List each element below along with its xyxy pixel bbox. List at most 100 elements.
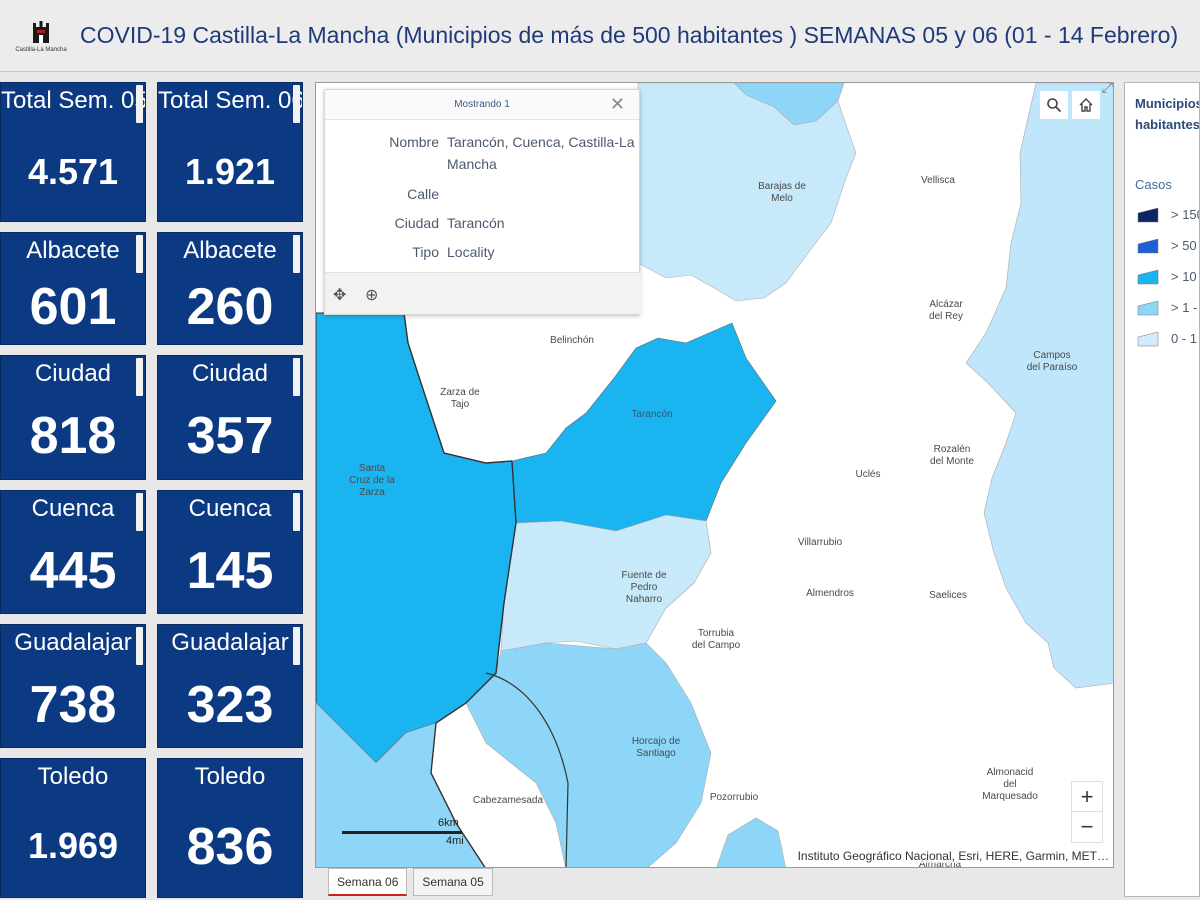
popup-header: Mostrando 1 ✕ [325,90,639,120]
home-icon[interactable] [1072,91,1100,119]
indicator-toledo-05[interactable]: Toledo 1.969 [0,758,146,898]
place-label: Torrubia del Campo [691,628,741,651]
indicator-label: Cuenca [31,495,115,522]
municipality-horcajo-de-santiago[interactable] [465,642,712,868]
legend-item: > 1 - 10 [1137,298,1199,320]
indicator-albacete-05[interactable]: Albacete 601 [0,232,146,345]
indicator-label: Albacete [26,237,120,264]
indicator-label: Ciudad [191,360,269,387]
place-label: Vellisca [921,175,955,186]
zoom-in-button[interactable]: + [1072,782,1102,812]
popup-key: Nombre [389,134,439,150]
legend-subtitle: Casos [1135,177,1172,192]
popup-key: Calle [407,186,439,202]
indicator-value: 738 [29,676,117,734]
indicator-value: 260 [186,278,274,336]
municipality-south[interactable] [716,817,786,868]
scale-mi: 4mi [446,835,464,847]
indicator-label: Guadalajar [14,629,132,656]
indicator-value: 445 [29,542,117,600]
legend-panel: Municipios de más de 500 habitantes. Cas… [1124,82,1200,897]
indicator-ciudad-05[interactable]: Ciudad 818 [0,355,146,480]
legend-swatch [1137,331,1159,347]
place-label: Tarancón [631,409,673,420]
tab-semana-05[interactable]: Semana 05 [413,868,493,896]
feature-popup[interactable]: Mostrando 1 ✕ Nombre Tarancón, Cuenca, C… [324,89,641,315]
tab-semana-06[interactable]: Semana 06 [328,868,408,896]
indicator-cuenca-05[interactable]: Cuenca 445 [0,490,146,614]
place-label: Cabezamesada [472,795,544,806]
indicator-scrollbar[interactable] [136,358,143,396]
legend-item: > 10 [1137,267,1199,289]
indicator-value: 357 [186,407,274,465]
municipality-polygons [316,83,1114,868]
expand-icon[interactable]: ⤢ [1101,82,1113,95]
indicator-scrollbar[interactable] [136,493,143,531]
close-icon[interactable]: ✕ [609,94,625,114]
indicator-scrollbar[interactable] [136,627,143,665]
indicator-albacete-06[interactable]: Albacete 260 [157,232,303,345]
indicator-total-sem-05[interactable]: Total Sem. 05 4.571 [0,82,146,222]
indicator-label: Albacete [183,237,277,264]
popup-count: Mostrando 1 [454,99,510,110]
place-label: Almarcha [918,859,962,868]
app-header: Castilla-La Mancha COVID-19 Castilla-La … [0,0,1200,72]
indicator-scrollbar[interactable] [293,358,300,396]
indicator-value: 323 [186,676,274,734]
indicator-scrollbar[interactable] [293,493,300,531]
indicator-panel: Total Sem. 05 4.571 Albacete 601 Ciudad … [0,82,306,900]
scale-bar: 6km 4mi [342,817,464,849]
place-label: Almendros [806,588,854,599]
indicator-value: 836 [186,818,274,876]
place-label: Villarrubio [797,537,843,548]
legend-item: > 150 [1137,205,1199,227]
indicator-label: Ciudad [34,360,112,387]
indicator-label: Total Sem. 06 [158,87,303,114]
place-label: Fuente de Pedro Naharro [621,570,667,605]
legend-swatch [1137,269,1159,285]
indicator-ciudad-06[interactable]: Ciudad 357 [157,355,303,480]
indicator-label: Toledo [194,763,266,790]
map-view[interactable]: Barajas de Melo Vellisca Alcázar del Rey B… [315,82,1114,868]
zoom-controls: + − [1071,781,1103,843]
legend-swatch [1137,238,1159,254]
municipality-barajas-de-melo[interactable] [633,83,857,302]
indicator-value: 1.969 [27,825,119,866]
indicator-toledo-06[interactable]: Toledo 836 [157,758,303,898]
legend-label: 0 - 1 [1171,331,1198,346]
municipality-campos-del-paraiso[interactable] [965,83,1114,689]
indicator-scrollbar[interactable] [293,85,300,123]
zoom-to-icon[interactable]: ⊕ [365,287,379,304]
castilla-la-mancha-logo: Castilla-La Mancha [12,13,70,59]
indicator-label: Toledo [37,763,109,790]
legend-label: > 10 [1171,269,1197,284]
indicator-total-sem-06[interactable]: Total Sem. 06 1.921 [157,82,303,222]
scale-km: 6km [438,817,459,829]
indicator-guadalajara-05[interactable]: Guadalajar 738 [0,624,146,748]
indicator-label: Guadalajar [171,629,289,656]
search-icon[interactable] [1040,91,1068,119]
castle-icon [33,20,49,43]
logo-text: Castilla-La Mancha [15,46,67,53]
popup-value: Tarancón [447,215,505,231]
place-label: Rozalén del Monte [930,444,974,467]
indicator-guadalajara-06[interactable]: Guadalajar 323 [157,624,303,748]
indicator-value: 601 [29,278,117,336]
legend-label: > 1 - 10 [1171,300,1199,315]
indicator-scrollbar[interactable] [136,85,143,123]
zoom-out-button[interactable]: − [1080,814,1094,839]
indicator-scrollbar[interactable] [136,235,143,273]
map-attribution[interactable]: Instituto Geográfico Nacional, Esri, HER… [795,849,1111,863]
indicator-scrollbar[interactable] [293,627,300,665]
pan-to-icon[interactable]: ✥ [333,287,347,304]
popup-value: Tarancón, Cuenca, Castilla-La Mancha [447,134,635,172]
indicator-cuenca-06[interactable]: Cuenca 145 [157,490,303,614]
indicator-value: 145 [186,542,274,600]
place-label: Campos del Paraíso [1026,350,1078,373]
indicator-value: 1.921 [184,151,276,192]
place-label: Almonacid del Marquesado [982,767,1038,802]
indicator-scrollbar[interactable] [293,235,300,273]
indicator-value: 818 [29,407,117,465]
place-label: Uclés [855,469,881,480]
legend-swatch [1137,300,1159,316]
